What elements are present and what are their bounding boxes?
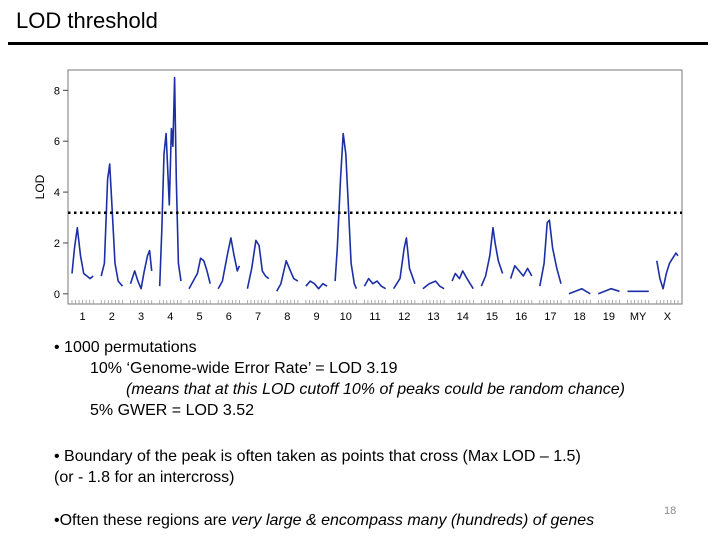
bullet-gwer10: 10% ‘Genome-wide Error Rate’ = LOD 3.19 <box>90 360 398 377</box>
y-tick-label: 4 <box>54 187 60 199</box>
x-tick-label-2: 2 <box>109 311 115 323</box>
lod-curve-chr-14 <box>451 270 474 290</box>
x-tick-label-16: 16 <box>515 311 527 323</box>
x-tick-label-x: X <box>664 311 672 323</box>
bullet-boundary: • Boundary of the peak is often taken as… <box>54 448 581 465</box>
lod-curve-chr-6 <box>217 237 241 290</box>
lod-curve-chr-19 <box>598 287 620 295</box>
x-tick-label-8: 8 <box>284 311 290 323</box>
y-tick-label: 0 <box>54 289 60 301</box>
slide-number: 18 <box>664 505 677 517</box>
y-tick-label: 8 <box>54 85 60 97</box>
x-tick-label-4: 4 <box>167 311 173 323</box>
lod-curve-chr-12 <box>392 237 416 290</box>
lod-curve-chr-2 <box>100 163 124 287</box>
y-tick-label: 2 <box>54 238 60 250</box>
bullet-intercross: (or - 1.8 for an intercross) <box>54 469 235 486</box>
x-tick-label-12: 12 <box>398 311 410 323</box>
lod-curve-chr-x <box>656 252 679 290</box>
x-tick-label-9: 9 <box>313 311 319 323</box>
x-tick-label-1: 1 <box>80 311 86 323</box>
x-tick-label-18: 18 <box>574 311 586 323</box>
bullet-gwer5: 5% GWER = LOD 3.52 <box>90 402 255 419</box>
lod-curve-chr-17 <box>539 219 562 287</box>
lod-curve-chr-16 <box>509 265 533 279</box>
y-tick-label: 6 <box>54 136 60 148</box>
bullet-permutations: • 1000 permutations <box>54 339 197 356</box>
bullet-means: (means that at this LOD cutoff 10% of pe… <box>126 381 625 398</box>
x-tick-label-10: 10 <box>340 311 352 323</box>
lod-curve-chr-18 <box>568 287 591 295</box>
x-tick-label-6: 6 <box>226 311 232 323</box>
title-rule <box>8 42 708 45</box>
x-tick-label-7: 7 <box>255 311 261 323</box>
lod-curve-chr-15 <box>480 226 504 287</box>
lod-curve-chr-10 <box>334 132 358 290</box>
lod-curve-chr-7 <box>246 239 270 289</box>
x-tick-label-11: 11 <box>369 311 380 323</box>
x-tick-label-5: 5 <box>197 311 203 323</box>
permutation-bullets: • 1000 permutations 10% ‘Genome-wide Err… <box>54 337 625 421</box>
x-tick-label-17: 17 <box>544 311 556 323</box>
boundary-bullets: • Boundary of the peak is often taken as… <box>54 446 581 488</box>
x-tick-label-19: 19 <box>603 311 615 323</box>
x-tick-label-3: 3 <box>138 311 144 323</box>
lod-curve-chr-3 <box>129 249 153 290</box>
slide-title: LOD threshold <box>16 8 158 33</box>
x-tick-label-15: 15 <box>486 311 498 323</box>
lod-curve-chr-1 <box>71 226 94 280</box>
lod-curve-chr-5 <box>188 257 211 290</box>
x-tick-label-my: MY <box>630 311 647 323</box>
lod-curve-chr-11 <box>363 277 387 290</box>
bullet-often-italic: very large & encompass many (hundreds) o… <box>231 512 595 529</box>
lod-curve-chr-13 <box>422 280 445 290</box>
x-tick-label-13: 13 <box>427 311 439 323</box>
y-axis-label: LOD <box>33 174 47 199</box>
lod-curve-chr-4 <box>158 76 182 287</box>
lod-curve-chr-8 <box>275 260 299 292</box>
bullet-often: •Often these regions are very large & en… <box>54 510 594 531</box>
bullet-often-prefix: •Often these regions are <box>54 512 232 529</box>
lod-curve-chr-9 <box>305 280 328 290</box>
x-tick-label-14: 14 <box>457 311 469 323</box>
